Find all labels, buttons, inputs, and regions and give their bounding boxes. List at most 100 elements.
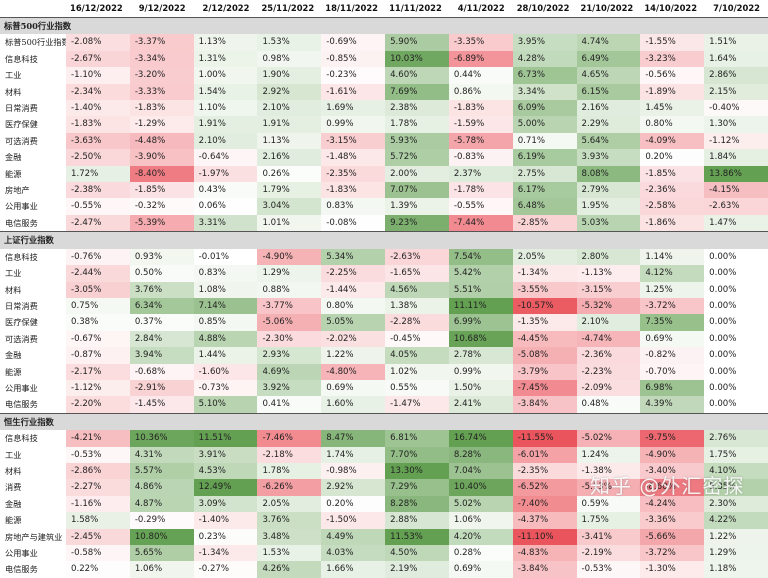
row-label: 公用事业 [5, 382, 38, 393]
table-row: 工业 -1.10% -3.20% 1.00% 1.90% -0.23% 4.60% 0.44%… [0, 67, 768, 84]
value-cell: -0.73% [193, 379, 258, 397]
value-cell: 5.57% [129, 462, 194, 480]
value-cell: -6.52% [512, 479, 577, 496]
value-cell: 6.99% [448, 314, 513, 331]
value-cell: 4.12% [640, 265, 705, 282]
value-cell: 0.28% [448, 545, 513, 562]
value-cell: -2.09% [576, 379, 641, 397]
value-cell: -3.63% [66, 132, 130, 150]
value-cell: -0.64% [193, 149, 258, 166]
date-column-header: 9/12/2022 [129, 0, 194, 18]
value-cell: -11.55% [512, 430, 577, 447]
value-cell: -8.40% [129, 165, 194, 183]
value-cell: -3.35% [448, 34, 513, 51]
value-cell: 2.88% [385, 512, 449, 529]
value-cell: -1.30% [640, 561, 705, 578]
value-cell: 3.93% [576, 149, 641, 166]
table-row: 能源 -2.17% -0.68% -1.60% 4.69% -4.80% 1.02% 0.99… [0, 363, 768, 380]
value-cell: -1.38% [576, 462, 641, 480]
value-cell: 5.02% [448, 495, 513, 513]
value-cell: -2.86% [66, 462, 130, 480]
value-cell: -7.45% [512, 379, 577, 397]
value-cell: 1.51% [704, 34, 768, 51]
value-cell: -1.60% [193, 363, 258, 380]
row-label: 材料 [5, 86, 22, 97]
value-cell: -1.85% [129, 182, 194, 199]
section-header: 上证行业指数 [0, 231, 768, 249]
table-row: 日常消费 -1.40% -1.83% 1.10% 2.10% 1.69% 2.38% -1.8… [0, 100, 768, 117]
value-cell: -2.63% [385, 248, 449, 266]
value-cell: 5.51% [448, 281, 513, 298]
value-cell: -8.60% [640, 479, 705, 496]
value-cell: -0.70% [640, 363, 705, 380]
value-cell: 2.10% [257, 100, 322, 117]
value-cell: -1.47% [385, 396, 449, 414]
row-label: 日常消费 [5, 103, 38, 114]
table-row: 材料 -3.05% 3.76% 1.08% 0.88% -1.44% 4.56% 5.51% -… [0, 281, 768, 298]
value-cell: -4.74% [576, 330, 641, 348]
table-row: 公用事业 -0.55% -0.32% 0.06% 3.04% 0.83% 1.39% -0.5… [0, 198, 768, 215]
value-cell: 1.64% [704, 50, 768, 68]
value-cell: -2.35% [321, 165, 386, 183]
value-cell: -7.44% [448, 214, 513, 232]
value-cell: -5.39% [129, 214, 194, 232]
value-cell: 0.99% [448, 363, 513, 380]
value-cell: -3.41% [576, 528, 641, 545]
value-cell: 0.37% [129, 314, 194, 331]
value-cell: 0.83% [193, 265, 258, 282]
table-row: 可选消费 -3.63% -4.48% 2.10% 1.13% -3.15% 5.93% -5.… [0, 132, 768, 150]
value-cell: 8.28% [448, 446, 513, 463]
value-cell: -1.59% [448, 116, 513, 133]
value-cell: -6.89% [448, 50, 513, 68]
value-cell: 2.93% [257, 347, 322, 364]
value-cell: 3.95% [512, 34, 577, 51]
date-column-header: 7/10/2022 [704, 0, 768, 18]
value-cell: 2.86% [704, 67, 768, 84]
row-label: 工业 [5, 70, 22, 81]
value-cell: 4.86% [129, 479, 194, 496]
value-cell: 5.90% [385, 34, 449, 51]
value-cell: 6.34% [129, 297, 194, 315]
row-label: 医疗保健 [5, 119, 38, 130]
value-cell: 5.42% [448, 265, 513, 282]
value-cell: 1.39% [385, 198, 449, 215]
value-cell: 1.06% [129, 561, 194, 578]
value-cell: 8.08% [576, 165, 641, 183]
value-cell: 0.00% [709, 366, 737, 377]
value-cell: 4.53% [193, 462, 258, 480]
value-cell: 4.56% [385, 281, 449, 298]
row-label: 工业 [5, 449, 22, 460]
value-cell: -0.68% [129, 363, 194, 380]
watermark-text: 知乎 @外汇密探 [590, 474, 745, 498]
value-cell: -2.02% [321, 330, 386, 348]
value-cell: -4.45% [512, 330, 577, 348]
value-cell: -2.17% [66, 363, 130, 380]
value-cell: 0.43% [193, 182, 258, 199]
value-cell: -4.90% [640, 446, 705, 463]
value-cell: 0.99% [321, 116, 386, 133]
value-cell: 2.75% [512, 165, 577, 183]
value-cell: 0.00% [709, 251, 737, 262]
row-label: 电信服务 [5, 399, 38, 410]
value-cell: 10.80% [129, 528, 194, 545]
value-cell: 6.81% [385, 430, 449, 447]
value-cell: -0.98% [321, 462, 386, 480]
value-cell: 1.30% [704, 116, 768, 133]
date-column-header: 4/11/2022 [448, 0, 513, 18]
value-cell: 2.84% [129, 330, 194, 348]
value-cell: 5.72% [385, 149, 449, 166]
value-cell: 1.78% [385, 116, 449, 133]
value-cell: 1.72% [66, 165, 130, 183]
value-cell: -1.83% [129, 100, 194, 117]
table-row: 公用事业 -1.12% -2.91% -0.73% 3.92% 0.69% 0.55% 1.5… [0, 379, 768, 397]
value-cell: -1.83% [321, 182, 386, 199]
table-row: 能源 1.58% -0.29% -1.40% 3.76% -1.50% 2.88% 1.06%… [0, 512, 768, 529]
row-label: 电信服务 [5, 217, 38, 228]
value-cell: -0.55% [448, 198, 513, 215]
row-label: 医疗保健 [5, 317, 38, 328]
value-cell: 0.71% [512, 132, 577, 150]
value-cell: 0.00% [709, 300, 737, 311]
value-cell: 0.98% [257, 50, 322, 68]
value-cell: -2.35% [512, 462, 577, 480]
value-cell: -1.13% [576, 265, 641, 282]
